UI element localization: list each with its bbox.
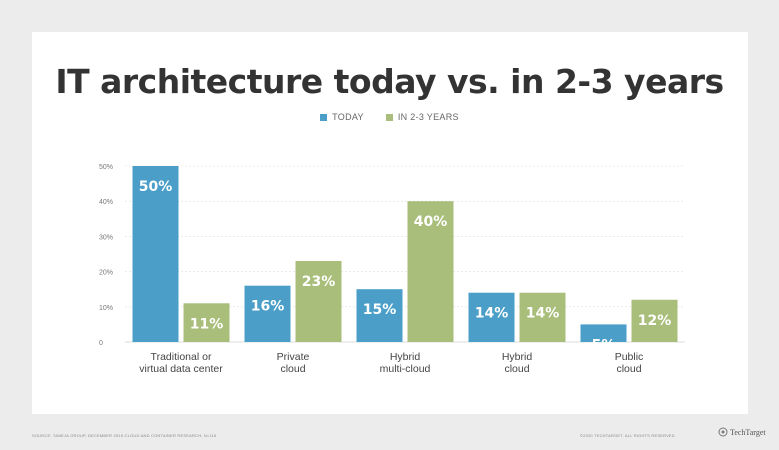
y-tick-label: 50% (99, 164, 113, 171)
y-tick-label: 40% (99, 199, 113, 206)
chart-title: IT architecture today vs. in 2-3 years (55, 62, 724, 101)
bar-future (519, 292, 566, 342)
bar-today (244, 285, 291, 342)
data-label: 40% (414, 214, 448, 230)
category-label: multi-cloud (380, 363, 431, 375)
legend-swatch-today (320, 113, 328, 121)
y-tick-label: 10% (99, 305, 113, 312)
y-tick-label: 30% (99, 234, 113, 241)
legend-item-future: IN 2-3 YEARS (385, 112, 459, 122)
data-label: 50% (139, 179, 173, 195)
data-label: 14% (526, 306, 560, 322)
legend-swatch-future (385, 113, 393, 121)
brand-name: TechTarget (730, 427, 766, 437)
category-label: Hybrid (502, 351, 533, 363)
legend-item-today: TODAY (320, 112, 364, 122)
category-label: Traditional or (151, 351, 212, 363)
category-label: cloud (280, 363, 305, 375)
data-label: 16% (251, 299, 285, 315)
category-label: Public (615, 351, 644, 363)
copyright-note: ©2020 TECHTARGET. ALL RIGHTS RESERVED (580, 433, 675, 438)
bar-future (183, 303, 230, 342)
category-label: cloud (504, 363, 529, 375)
bar-today (132, 166, 179, 342)
bar-today (468, 292, 515, 342)
legend-label-today: TODAY (332, 112, 364, 122)
source-note: SOURCE: TANEJA GROUP, DECEMBER 2019 CLOU… (32, 433, 217, 438)
y-tick-label: 0 (99, 340, 103, 347)
brand-logo: TechTarget (718, 427, 766, 437)
category-label: Private (277, 351, 310, 363)
bar-today (580, 324, 627, 342)
category-label: virtual data center (139, 363, 223, 375)
legend-label-future: IN 2-3 YEARS (397, 112, 459, 122)
bar-future (407, 201, 454, 342)
data-label: 12% (638, 313, 672, 329)
data-label: 15% (363, 302, 397, 318)
techtarget-icon (718, 427, 728, 437)
category-label: cloud (616, 363, 641, 375)
data-label: 11% (190, 316, 224, 332)
y-tick-label: 20% (99, 270, 113, 277)
data-label: 5% (592, 337, 616, 353)
legend: TODAY IN 2-3 YEARS (0, 112, 779, 122)
data-label: 14% (475, 306, 509, 322)
data-label: 23% (302, 274, 336, 290)
category-label: Hybrid (390, 351, 421, 363)
bar-future (631, 299, 678, 342)
bar-future (295, 261, 342, 342)
bar-today (356, 289, 403, 342)
